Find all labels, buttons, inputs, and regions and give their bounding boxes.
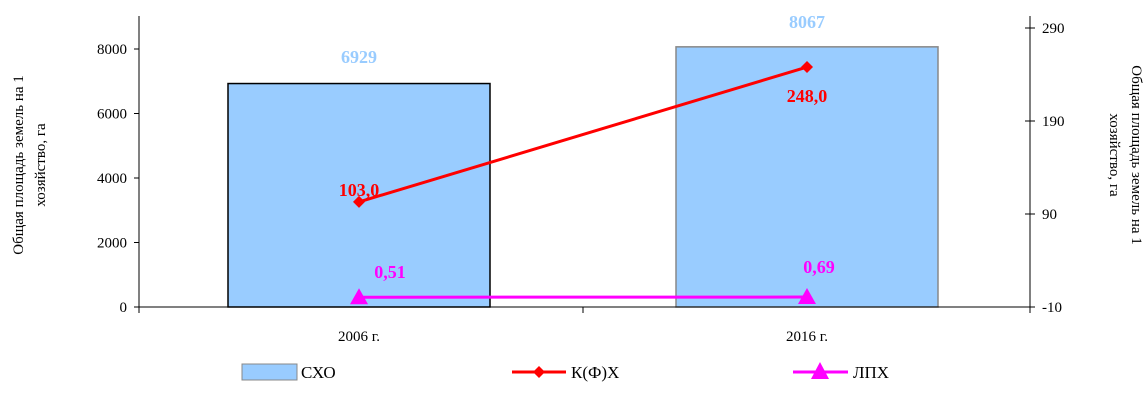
marker-triangle <box>798 288 816 305</box>
lph-value-label: 0,51 <box>374 262 406 282</box>
marker-triangle <box>350 288 368 305</box>
left-axis-title-line: хозяйство, га <box>33 123 49 207</box>
plot-area <box>227 46 939 308</box>
legend-marker-kfx <box>533 366 545 378</box>
x-tick-label: 2016 г. <box>786 329 828 345</box>
axes: 0 2000 4000 6000 8000 -10 90 190 290 2006 г. 2016 … <box>11 16 1143 345</box>
kfx-value-label: 248,0 <box>787 86 828 106</box>
x-tick-label: 2006 г. <box>338 329 380 345</box>
legend-swatch-sho <box>241 363 298 381</box>
data-labels: 6929 8067 103,0 248,0 0,51 0,69 <box>339 12 835 282</box>
marker-diamond <box>801 61 813 74</box>
left-tick-label: 8000 <box>97 42 127 58</box>
bar-value-label: 8067 <box>789 12 825 32</box>
right-tick-label: -10 <box>1042 300 1062 316</box>
left-tick-label: 4000 <box>97 171 127 187</box>
legend-label-lph: ЛПХ <box>853 363 889 382</box>
right-axis-title: Общая площадь земель на 1 хозяйство, га <box>1106 65 1143 245</box>
left-tick-label: 6000 <box>97 107 127 123</box>
legend: СХО К(Ф)Х ЛПХ <box>241 362 889 382</box>
bar-1 <box>227 82 491 308</box>
left-tick-label: 2000 <box>97 236 127 252</box>
bar-2 <box>675 46 939 308</box>
bar-value-label: 6929 <box>341 47 377 67</box>
right-tick-label: 90 <box>1042 207 1057 223</box>
legend-marker-lph <box>811 362 829 379</box>
left-axis-title: Общая площадь земель на 1 хозяйство, га <box>11 75 49 255</box>
right-axis-title-line: хозяйство, га <box>1106 113 1122 197</box>
right-axis-title-line: Общая площадь земель на 1 <box>1128 65 1143 245</box>
right-tick-label: 190 <box>1042 114 1065 130</box>
kfx-value-label: 103,0 <box>339 180 380 200</box>
lph-value-label: 0,69 <box>803 257 835 277</box>
left-tick-label: 0 <box>120 300 128 316</box>
right-tick-label: 290 <box>1042 21 1065 37</box>
legend-label-kfx: К(Ф)Х <box>571 363 619 382</box>
legend-label-sho: СХО <box>301 363 336 382</box>
line-kfx <box>358 65 808 204</box>
left-axis-title-line: Общая площадь земель на 1 <box>11 75 27 255</box>
marker-diamond <box>353 195 365 208</box>
